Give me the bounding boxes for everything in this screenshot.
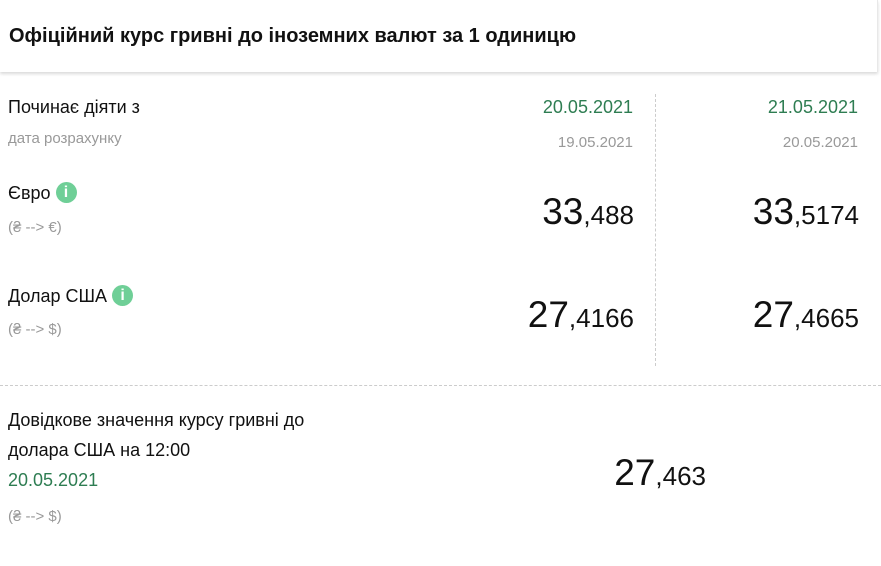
column-divider (655, 94, 656, 366)
rate-frac: ,4665 (793, 303, 859, 333)
currency-eur: Євро i (8, 182, 77, 204)
effective-label: Починає діяти з (8, 97, 140, 117)
reference-line2: долара США на 12:00 (8, 440, 191, 460)
header: Офіційний курс гривні до іноземних валют… (0, 0, 878, 72)
calc-date-label: дата розрахунку (8, 130, 122, 147)
rate-eur-col2: 33,5174 (639, 191, 859, 233)
col1-effective-date: 20.05.2021 (542, 97, 633, 117)
currency-name: Євро (8, 183, 51, 203)
currency-direction: (₴ --> $) (8, 321, 62, 338)
rate-int: 33 (542, 191, 584, 232)
info-icon[interactable]: i (55, 182, 77, 203)
rate-int: 27 (614, 452, 656, 493)
reference-direction: (₴ --> $) (8, 508, 62, 525)
col1-calc-date: 19.05.2021 (557, 134, 633, 151)
col2-calc-date: 20.05.2021 (782, 134, 858, 151)
rate-int: 27 (527, 294, 569, 335)
rate-frac: ,488 (583, 200, 634, 230)
rate-frac: ,5174 (793, 200, 859, 230)
currency-name: Долар США (8, 286, 108, 306)
info-icon[interactable]: i (112, 285, 134, 306)
rate-usd-col1: 27,4166 (414, 294, 634, 336)
rate-frac: ,4166 (568, 303, 634, 333)
rate-int: 27 (752, 294, 794, 335)
currency-direction: (₴ --> €) (8, 219, 62, 236)
rate-int: 33 (752, 191, 794, 232)
page-title: Офіційний курс гривні до іноземних валют… (9, 25, 577, 47)
currency-usd: Долар США i (8, 285, 134, 307)
reference-date: 20.05.2021 (8, 470, 99, 490)
rate-usd-col2: 27,4665 (639, 294, 859, 336)
reference-line1: Довідкове значення курсу гривні до (8, 410, 305, 430)
section-divider (0, 385, 881, 386)
rate-frac: ,463 (655, 461, 706, 491)
rate-eur-col1: 33,488 (414, 191, 634, 233)
col2-effective-date: 21.05.2021 (767, 97, 858, 117)
reference-rate: 27,463 (486, 452, 706, 494)
